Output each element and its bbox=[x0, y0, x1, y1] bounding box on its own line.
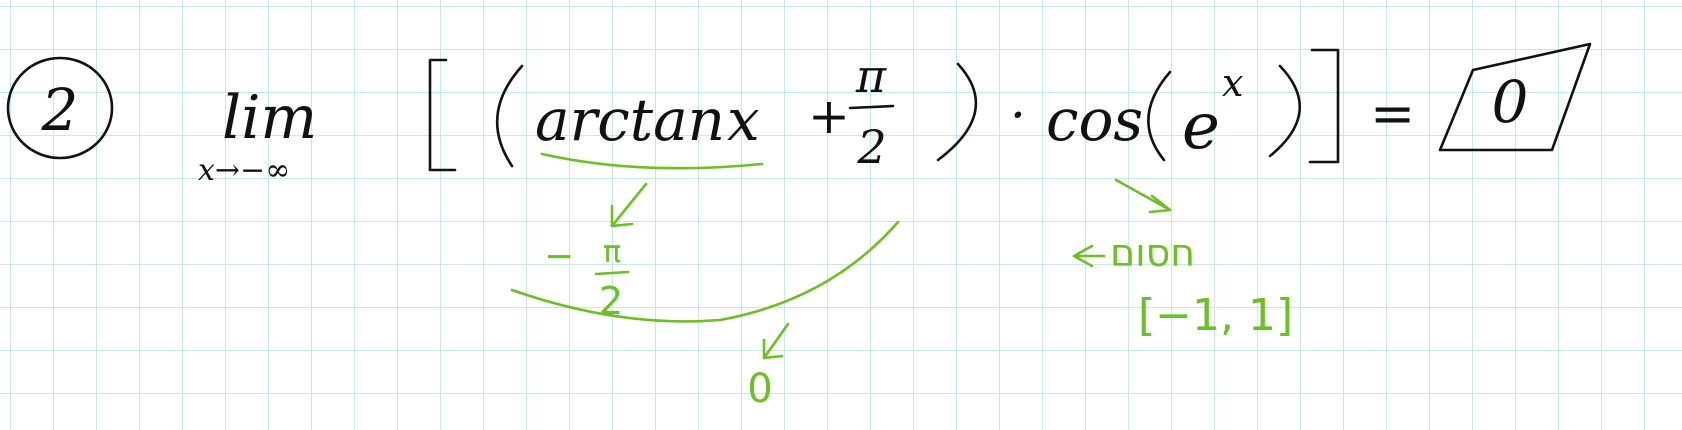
equals-sign: = bbox=[1370, 82, 1415, 145]
outer-left-bracket bbox=[428, 58, 457, 172]
fraction-bar bbox=[848, 104, 895, 110]
arrow-cos bbox=[1114, 178, 1172, 212]
cos-text: cos bbox=[1046, 86, 1143, 154]
annotation-pi: π bbox=[603, 235, 621, 270]
arrow-to-zero-head bbox=[762, 338, 784, 360]
answer-box bbox=[1438, 42, 1592, 152]
arrow-arctan-head bbox=[610, 204, 634, 228]
boxed-answer: 0 bbox=[1492, 68, 1529, 136]
inner-right-paren bbox=[936, 62, 978, 162]
inner-left-paren bbox=[495, 64, 524, 168]
annotation-minus: − bbox=[544, 236, 574, 277]
dot-operator: · bbox=[1010, 86, 1026, 144]
annotation-interval: [−1, 1] bbox=[1138, 290, 1293, 341]
annotation-fraction-bar bbox=[594, 270, 630, 276]
cos-left-paren bbox=[1147, 70, 1172, 162]
arrow-arctan bbox=[610, 182, 648, 228]
limit-subscript: x→−∞ bbox=[198, 153, 290, 188]
exponent-x: x bbox=[1222, 61, 1243, 105]
arrow-to-zero bbox=[762, 322, 790, 360]
annotation-bounded-word: חסום bbox=[1110, 231, 1195, 275]
arrow-cos-head bbox=[1148, 194, 1172, 214]
problem-number: 2 bbox=[41, 76, 79, 144]
variable-x: x bbox=[727, 86, 760, 154]
annotation-product-result: 0 bbox=[747, 366, 772, 412]
limit-word: lim bbox=[222, 83, 317, 153]
problem-number-circle bbox=[6, 56, 114, 160]
plus-sign: + bbox=[808, 87, 850, 145]
arctan-underline bbox=[540, 152, 764, 170]
limit-curve bbox=[510, 220, 900, 323]
cos-right-paren bbox=[1268, 64, 1302, 158]
arctan-text: arctan bbox=[535, 86, 725, 154]
outer-right-bracket bbox=[1308, 48, 1340, 164]
arrow-to-bounded bbox=[1072, 244, 1106, 268]
e-base: e bbox=[1182, 90, 1220, 164]
pi-symbol: π bbox=[855, 49, 887, 103]
denominator-2: 2 bbox=[856, 120, 886, 174]
